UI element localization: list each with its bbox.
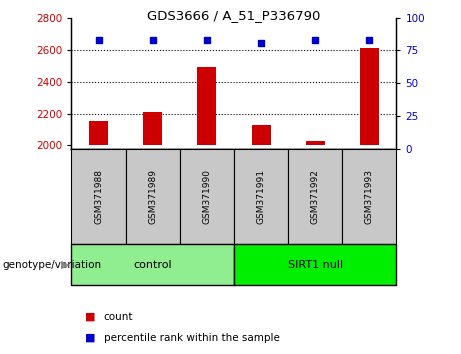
Bar — [180, 149, 234, 244]
Bar — [306, 141, 325, 145]
Point — [95, 37, 102, 43]
Bar — [342, 149, 396, 244]
Bar — [197, 67, 216, 145]
Text: GDS3666 / A_51_P336790: GDS3666 / A_51_P336790 — [147, 9, 321, 22]
Bar — [71, 244, 234, 285]
Text: count: count — [104, 312, 133, 322]
Bar — [360, 48, 379, 145]
Bar — [71, 149, 125, 244]
Text: GSM371993: GSM371993 — [365, 169, 374, 224]
Bar — [234, 244, 396, 285]
Text: GSM371989: GSM371989 — [148, 169, 157, 224]
Text: ▶: ▶ — [61, 259, 69, 270]
Bar — [288, 149, 342, 244]
Point — [366, 37, 373, 43]
Text: GSM371988: GSM371988 — [94, 169, 103, 224]
Point — [257, 40, 265, 45]
Text: percentile rank within the sample: percentile rank within the sample — [104, 333, 280, 343]
Point — [203, 37, 211, 43]
Bar — [89, 121, 108, 145]
Text: GSM371992: GSM371992 — [311, 169, 320, 224]
Text: GSM371991: GSM371991 — [256, 169, 266, 224]
Text: ■: ■ — [85, 312, 95, 322]
Bar — [234, 149, 288, 244]
Bar — [143, 112, 162, 145]
Text: control: control — [133, 259, 172, 270]
Point — [149, 37, 156, 43]
Text: ■: ■ — [85, 333, 95, 343]
Text: GSM371990: GSM371990 — [202, 169, 212, 224]
Text: SIRT1 null: SIRT1 null — [288, 259, 343, 270]
Bar — [252, 125, 271, 145]
Point — [312, 37, 319, 43]
Bar — [125, 149, 180, 244]
Text: genotype/variation: genotype/variation — [2, 259, 101, 270]
